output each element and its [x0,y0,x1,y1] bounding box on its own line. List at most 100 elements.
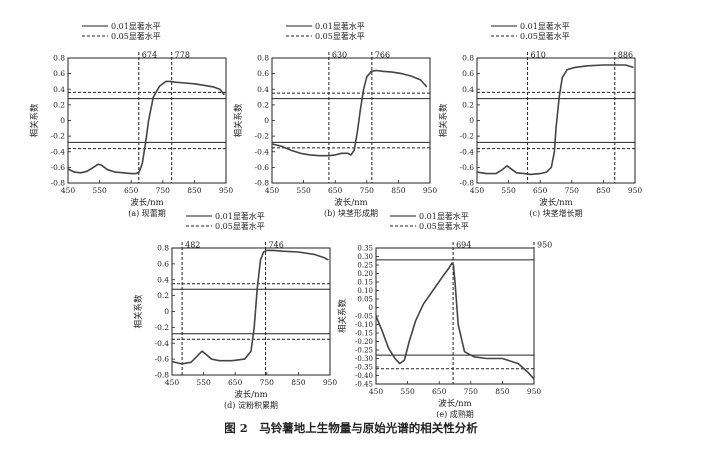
x-tick-label: 650 [432,387,447,396]
correlation-curve [476,64,634,176]
x-tick-label: 550 [296,186,311,195]
x-tick-label: 950 [323,378,338,387]
panel-caption: (b) 块茎形成期 [324,208,378,218]
legend-label-005: 0.05显著水平 [215,221,265,231]
chart-panels: 0.01显著水平0.05显著水平-0.8-0.6-0.4-0.200.20.40… [29,21,642,419]
y-tick-label: -0.45 [355,381,373,389]
wavelength-marker-label: 630 [332,51,347,60]
x-tick-label: 750 [156,186,171,195]
y-tick-label: -0.25 [355,347,373,355]
panel-caption: (e) 成熟期 [436,409,474,419]
y-tick-label: -0.2 [255,132,270,141]
wavelength-marker-label: 610 [531,51,546,60]
plot-frame [67,57,227,184]
y-tick-label: 0 [369,304,373,312]
y-tick-label: 0.2 [53,100,65,109]
y-tick-label: 0.15 [357,279,373,287]
x-tick-label: 950 [527,387,542,396]
y-tick-label: 0.4 [53,85,65,94]
correlation-curve [171,249,329,365]
x-tick-label: 550 [92,186,107,195]
figure-caption: 图 2 马铃薯地上生物量与原始光谱的相关性分析 [224,421,478,435]
y-tick-label: 0 [264,116,269,125]
x-tick-label: 450 [470,186,485,195]
x-tick-label: 950 [628,186,643,195]
y-tick-label: 0.4 [157,275,169,284]
y-axis-label: 相关系数 [438,103,449,138]
correlation-curve [271,69,428,157]
y-axis-label: 相关系数 [233,103,244,138]
plot-frame [171,247,331,376]
y-tick-label: 0.8 [157,244,169,253]
y-tick-label: -0.4 [255,147,270,156]
y-tick-label: 0.25 [357,262,373,270]
wavelength-marker-label: 886 [618,51,633,60]
legend-label-001: 0.01显著水平 [215,211,265,221]
y-tick-label: -0.05 [355,313,373,321]
x-axis-label: 波长/nm [438,398,471,409]
y-tick-label: -0.4 [155,339,170,348]
y-tick-label: -0.20 [355,338,373,346]
y-tick-label: 0.2 [462,100,474,109]
x-axis-label: 波长/nm [539,197,572,208]
y-tick-label: -0.8 [460,179,475,188]
x-tick-label: 950 [423,186,438,195]
x-tick-label: 450 [265,186,280,195]
y-tick-label: 0.2 [257,100,269,109]
wavelength-marker-label: 482 [185,241,200,250]
y-tick-label: -0.2 [51,132,66,141]
y-tick-label: -0.4 [51,147,66,156]
x-tick-label: 750 [565,186,580,195]
y-tick-label: 0 [469,116,474,125]
y-tick-label: -0.4 [460,147,475,156]
y-tick-label: 0.4 [462,85,474,94]
y-tick-label: 0.20 [357,270,373,278]
y-axis-label: 相关系数 [29,103,40,138]
y-tick-label: 0.4 [257,85,269,94]
x-axis-label: 波长/nm [234,389,267,400]
legend-label-001: 0.01显著水平 [419,211,469,221]
y-tick-label: 0.6 [157,259,169,268]
y-tick-label: -0.6 [51,163,66,172]
y-tick-label: 0.30 [357,253,373,261]
x-tick-label: 650 [533,186,548,195]
correlation-curve [375,262,535,380]
x-axis-label: 波长/nm [130,197,163,208]
panel-caption: (c) 块茎增长期 [529,208,582,218]
legend-label-001: 0.01显著水平 [111,21,161,31]
y-tick-label: -0.2 [460,132,475,141]
correlation-curve [67,80,226,175]
wavelength-marker-label: 746 [269,241,284,250]
x-tick-label: 750 [260,378,275,387]
panel-caption: (d) 淀粉积累期 [224,400,278,410]
y-tick-label: 0.6 [53,69,65,78]
x-axis-label: 波长/nm [334,197,367,208]
x-tick-label: 750 [464,387,479,396]
y-axis-label: 相关系数 [133,294,144,329]
y-tick-label: -0.40 [355,372,373,380]
y-tick-label: 0.8 [462,54,474,63]
wavelength-marker-label: 950 [537,241,552,250]
y-tick-label: -0.30 [355,355,373,363]
x-tick-label: 650 [328,186,343,195]
y-tick-label: 0.8 [53,54,65,63]
wavelength-marker-label: 766 [375,51,390,60]
x-tick-label: 850 [495,387,510,396]
y-tick-label: -0.10 [355,321,373,329]
x-tick-label: 750 [360,186,375,195]
x-tick-label: 650 [228,378,243,387]
x-tick-label: 850 [291,378,306,387]
x-tick-label: 850 [596,186,611,195]
wavelength-marker-label: 674 [142,51,157,60]
y-tick-label: -0.6 [255,163,270,172]
legend-label-005: 0.05显著水平 [111,31,161,41]
x-tick-label: 450 [165,378,180,387]
chart-panel: 0.01显著水平0.05显著水平-0.45-0.40-0.35-0.30-0.2… [337,211,552,419]
